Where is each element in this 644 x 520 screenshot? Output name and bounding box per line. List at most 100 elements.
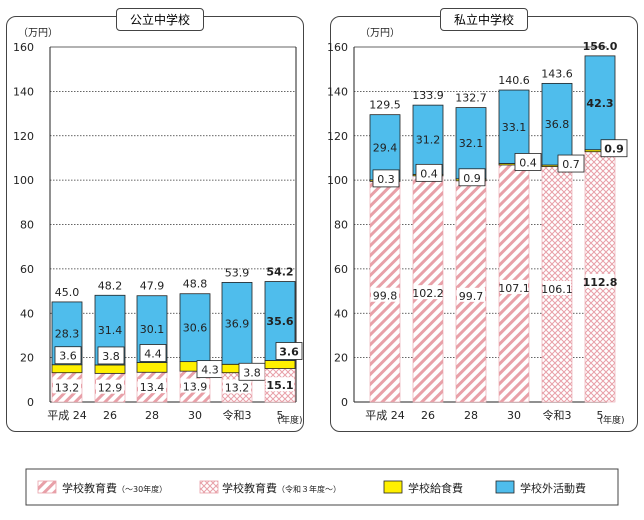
private-unit-label: （万円）	[360, 27, 400, 39]
private-bar-activity	[584, 55, 616, 151]
private-ytick-label: 100	[327, 174, 348, 187]
public-category-label: 30	[188, 409, 202, 422]
public-ytick-label: 120	[13, 130, 34, 143]
private-ytick-label: 40	[334, 307, 348, 320]
private-lunch-label: 0.4	[420, 167, 438, 180]
legend-label-suffix: （〜30年度）	[117, 484, 167, 494]
private-education-label-bg	[586, 273, 614, 288]
public-lunch-label: 3.6	[279, 346, 299, 359]
public-year-unit: (年度)	[277, 414, 302, 426]
public-bar-lunch	[94, 364, 126, 374]
private-bar-activity	[369, 114, 401, 181]
private-ytick-label: 20	[334, 352, 348, 365]
public-ytick-label: 40	[20, 307, 34, 320]
private-bar-activity	[455, 107, 487, 180]
legend-swatch	[37, 480, 57, 494]
public-ytick-label: 100	[13, 174, 34, 187]
public-ytick-label: 20	[20, 352, 34, 365]
public-lunch-label: 3.8	[243, 366, 261, 379]
private-total-label: 133.9	[412, 89, 444, 102]
private-year-unit: (年度)	[599, 414, 624, 426]
public-lunch-label-box	[275, 342, 303, 360]
public-education-label-bg	[223, 379, 251, 394]
public-total-label: 54.2	[266, 266, 293, 279]
legend-swatch	[495, 480, 515, 494]
private-education-label-bg	[371, 287, 399, 302]
public-category-label: 28	[145, 409, 159, 422]
public-lunch-label: 4.4	[144, 348, 162, 361]
private-lunch-label: 0.9	[604, 143, 624, 156]
private-category-label: 5	[597, 409, 604, 422]
private-category-label: 28	[464, 409, 478, 422]
private-lunch-label-box	[415, 163, 443, 182]
public-total-label: 53.9	[225, 266, 250, 279]
private-education-label: 99.8	[373, 290, 398, 303]
public-lunch-label: 4.3	[201, 364, 219, 377]
private-lunch-label: 0.3	[377, 173, 395, 186]
private-education-label: 106.1	[541, 283, 573, 296]
private-lunch-label-box	[557, 154, 585, 173]
public-activity-label: 30.6	[183, 322, 208, 335]
private-category-label: 26	[421, 409, 435, 422]
private-education-label: 99.7	[459, 290, 484, 303]
legend-label: 学校外活動費	[520, 481, 586, 495]
legend-swatch	[199, 480, 219, 494]
private-total-label: 132.7	[455, 92, 487, 105]
public-activity-label: 30.1	[140, 323, 165, 336]
private-lunch-label-box	[458, 168, 486, 187]
public-lunch-label-box	[139, 344, 167, 362]
public-ytick-label: 140	[13, 85, 34, 98]
public-education-label-bg	[266, 377, 294, 392]
public-education-label-bg	[181, 378, 209, 393]
private-education-label: 102.2	[412, 287, 444, 300]
private-lunch-label-box	[514, 153, 542, 171]
public-education-label-bg	[96, 379, 124, 394]
public-total-label: 48.8	[183, 278, 208, 291]
public-total-label: 45.0	[55, 286, 80, 299]
public-ytick-label: 160	[13, 41, 34, 54]
private-category-label: 令和3	[543, 408, 572, 422]
public-activity-label: 31.4	[98, 324, 123, 337]
public-bar-lunch	[264, 360, 296, 369]
private-ytick-label: 160	[327, 41, 348, 54]
private-total-label: 140.6	[498, 74, 530, 87]
private-ytick-label: 60	[334, 263, 348, 276]
private-category-label: 平成 24	[365, 409, 405, 422]
public-lunch-label-box	[54, 346, 82, 365]
private-ytick-label: 120	[327, 130, 348, 143]
public-activity-label: 36.9	[225, 317, 250, 330]
public-lunch-label-box	[97, 346, 125, 365]
private-activity-label: 36.8	[545, 118, 570, 131]
public-bar-lunch	[51, 364, 83, 374]
public-lunch-label: 3.6	[59, 350, 77, 363]
public-education-label-bg	[53, 379, 81, 394]
public-category-label: 5	[277, 409, 284, 422]
private-total-label: 156.0	[583, 40, 618, 53]
private-lunch-label-box	[600, 139, 628, 158]
private-education-label-bg	[543, 281, 571, 296]
public-unit-label: （万円）	[18, 27, 58, 39]
private-education-label-bg	[500, 279, 528, 294]
private-ytick-label: 0	[341, 396, 348, 409]
public-category-label: 令和3	[223, 408, 252, 422]
private-education-label-bg	[414, 285, 442, 300]
legend-label: 学校給食費	[408, 481, 463, 495]
public-total-label: 48.2	[98, 279, 123, 292]
legend-label-suffix: （令和３年度〜）	[277, 484, 341, 494]
private-lunch-label: 0.4	[519, 156, 537, 169]
private-education-label: 112.8	[583, 276, 618, 289]
public-category-label: 26	[103, 409, 117, 422]
public-category-label: 平成 24	[47, 409, 87, 422]
public-education-label: 12.9	[98, 382, 123, 395]
public-education-label: 13.9	[183, 381, 208, 394]
private-category-label: 30	[507, 409, 521, 422]
private-activity-label: 29.4	[373, 141, 398, 154]
public-activity-label: 35.6	[266, 315, 293, 328]
public-ytick-label: 0	[27, 396, 34, 409]
private-lunch-label-box	[372, 169, 400, 188]
legend-label: 学校教育費（〜30年度）	[62, 481, 167, 495]
private-education-label-bg	[457, 287, 485, 302]
private-activity-label: 33.1	[502, 121, 527, 134]
public-bar-lunch	[136, 362, 168, 373]
